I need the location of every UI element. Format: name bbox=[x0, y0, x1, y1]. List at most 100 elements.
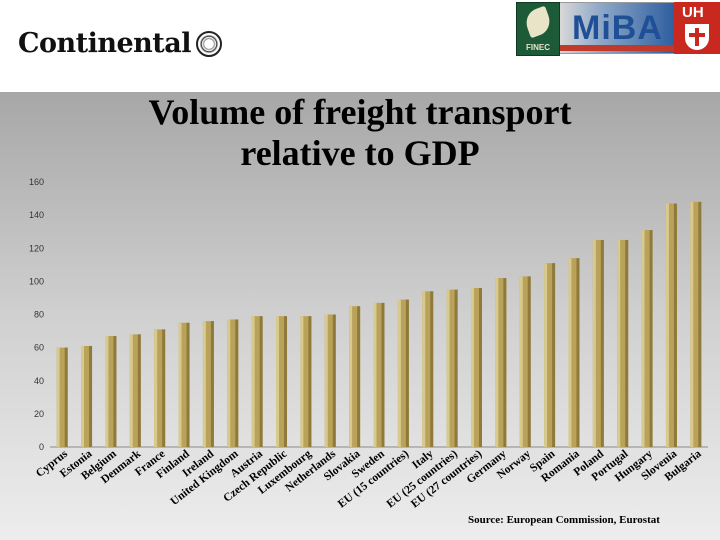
bar-body bbox=[641, 230, 653, 447]
bar-body bbox=[397, 299, 409, 447]
y-tick-label: 20 bbox=[34, 409, 44, 419]
bar-body bbox=[178, 322, 190, 447]
bar bbox=[568, 258, 580, 447]
bar-shade bbox=[64, 347, 68, 447]
bar-shade bbox=[284, 316, 288, 447]
bar-highlight bbox=[129, 334, 133, 447]
bar-body bbox=[154, 329, 166, 447]
y-tick-label: 60 bbox=[34, 343, 44, 353]
bar-body bbox=[105, 336, 117, 447]
bar bbox=[276, 316, 288, 447]
bar-shade bbox=[503, 278, 507, 447]
bar-highlight bbox=[202, 321, 206, 447]
bar-highlight bbox=[227, 319, 231, 447]
bar-highlight bbox=[519, 276, 523, 447]
bar-body bbox=[519, 276, 531, 447]
bar-body bbox=[324, 314, 336, 447]
uh-logo: UH bbox=[674, 2, 720, 54]
bar-shade bbox=[381, 302, 385, 447]
bar-highlight bbox=[422, 291, 426, 447]
bar-highlight bbox=[324, 314, 328, 447]
bar-shade bbox=[405, 299, 409, 447]
bar-shade bbox=[186, 322, 190, 447]
bar-highlight bbox=[349, 306, 353, 447]
bar-highlight bbox=[495, 278, 499, 447]
bar bbox=[81, 345, 93, 447]
bar-highlight bbox=[373, 302, 377, 447]
bar-body bbox=[544, 263, 556, 447]
bar-shade bbox=[89, 345, 93, 447]
uh-shield-icon bbox=[685, 24, 709, 50]
bar-shade bbox=[625, 239, 629, 447]
bar bbox=[227, 319, 239, 447]
bar-highlight bbox=[81, 345, 85, 447]
chart-title: Volume of freight transport relative to … bbox=[148, 92, 572, 173]
bar bbox=[422, 291, 434, 447]
bar-highlight bbox=[641, 230, 645, 447]
bar-body bbox=[422, 291, 434, 447]
bar bbox=[105, 336, 117, 447]
bar-highlight bbox=[470, 288, 474, 447]
bar-body bbox=[349, 306, 361, 447]
bar bbox=[300, 316, 312, 447]
bar-body bbox=[227, 319, 239, 447]
finec-logo-text: FINEC bbox=[526, 43, 550, 52]
continental-logo: Continental bbox=[18, 28, 223, 59]
bar bbox=[446, 289, 458, 447]
y-tick-label: 40 bbox=[34, 376, 44, 386]
bar bbox=[373, 302, 385, 447]
bar-highlight bbox=[154, 329, 158, 447]
bar-shade bbox=[162, 329, 166, 447]
bar bbox=[617, 239, 629, 447]
bar bbox=[178, 322, 190, 447]
bar-shade bbox=[308, 316, 312, 447]
bar-highlight bbox=[251, 316, 255, 447]
bar-highlight bbox=[397, 299, 401, 447]
bar bbox=[324, 314, 336, 447]
bar-body bbox=[251, 316, 263, 447]
slide-header: Continental FINEC MiBA UH bbox=[0, 0, 720, 92]
bar-body bbox=[495, 278, 507, 447]
finec-logo: FINEC bbox=[516, 2, 560, 56]
bar-highlight bbox=[276, 316, 280, 447]
bar-shade bbox=[137, 334, 141, 447]
bar-body bbox=[202, 321, 214, 447]
bar-shade bbox=[235, 319, 239, 447]
bar-highlight bbox=[178, 322, 182, 447]
bar bbox=[519, 276, 531, 447]
bar-highlight bbox=[56, 347, 60, 447]
partner-logos: FINEC MiBA UH bbox=[516, 2, 720, 56]
bar-shade bbox=[430, 291, 434, 447]
bar bbox=[154, 329, 166, 447]
miba-logo-stripe bbox=[560, 45, 674, 51]
bar bbox=[349, 306, 361, 447]
bar bbox=[397, 299, 409, 447]
continental-emblem-icon bbox=[196, 30, 223, 57]
bar-body bbox=[373, 302, 385, 447]
brand-name: Continental bbox=[18, 28, 192, 59]
bar-highlight bbox=[568, 258, 572, 447]
bar-body bbox=[446, 289, 458, 447]
bar bbox=[495, 278, 507, 447]
y-tick-label: 80 bbox=[34, 310, 44, 320]
y-tick-label: 160 bbox=[29, 177, 44, 187]
miba-logo-text: MiBA bbox=[572, 9, 663, 47]
bar bbox=[202, 321, 214, 447]
bar-highlight bbox=[617, 239, 621, 447]
bar-highlight bbox=[665, 203, 669, 447]
bar-highlight bbox=[446, 289, 450, 447]
bar-highlight bbox=[105, 336, 109, 447]
bar bbox=[129, 334, 141, 447]
y-tick-label: 100 bbox=[29, 276, 44, 286]
bar-shade bbox=[113, 336, 117, 447]
bar bbox=[592, 239, 604, 447]
y-tick-label: 120 bbox=[29, 243, 44, 253]
bar-shade bbox=[259, 316, 263, 447]
bar-shade bbox=[576, 258, 580, 447]
bar bbox=[641, 230, 653, 447]
bar bbox=[690, 201, 702, 447]
uh-logo-text: UH bbox=[682, 4, 704, 21]
bar-body bbox=[470, 288, 482, 447]
bar-shade bbox=[454, 289, 458, 447]
bar-shade bbox=[332, 314, 336, 447]
